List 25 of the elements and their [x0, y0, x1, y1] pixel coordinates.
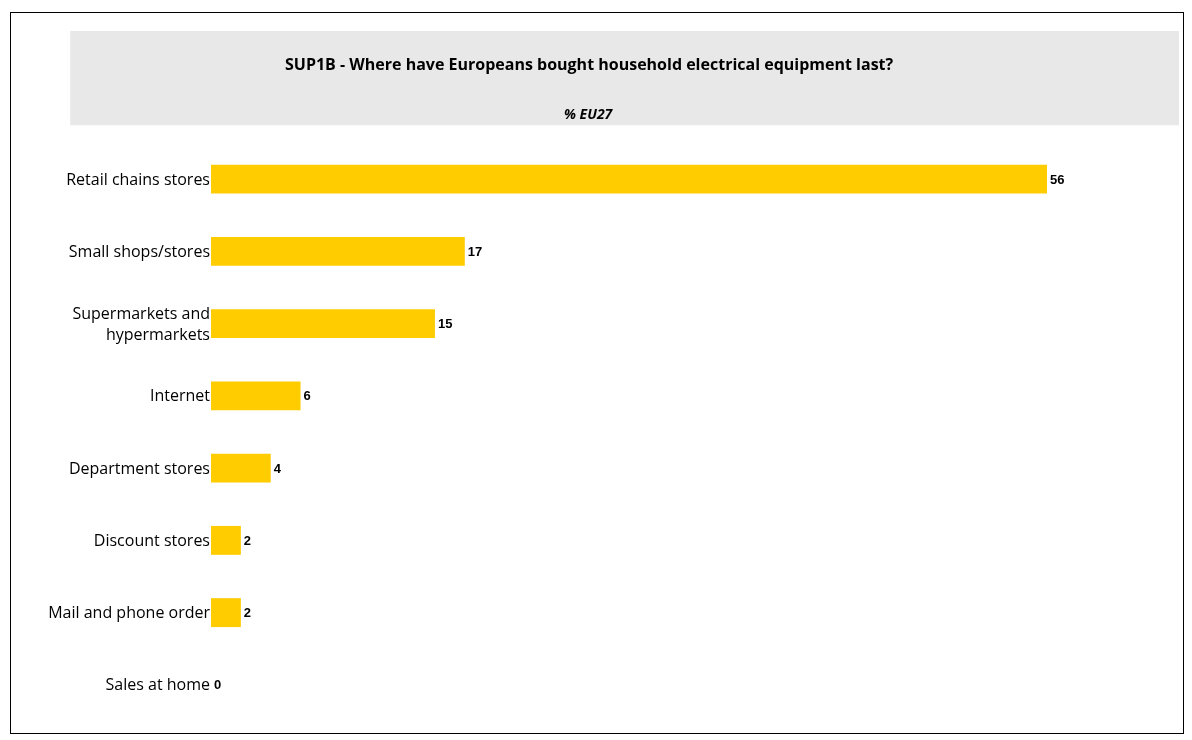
data-label: 4: [273, 460, 282, 476]
chart-subtitle: % EU27: [564, 104, 614, 123]
chart-title: SUP1B - Where have Europeans bought household electrical equipment last?: [285, 53, 894, 75]
bar: [211, 453, 271, 483]
y-tick-label: Supermarkets and hypermarkets: [72, 301, 210, 345]
data-label: 6: [303, 388, 311, 404]
data-label: 0: [214, 677, 222, 693]
data-label: 56: [1050, 171, 1065, 187]
y-tick-label: Sales at home: [105, 673, 211, 696]
y-tick-label: Mail and phone order: [48, 601, 211, 624]
bar: [211, 381, 301, 411]
y-tick-label: Discount stores: [93, 528, 210, 551]
bar: [211, 236, 465, 266]
y-tick-label: Retail chains stores: [66, 167, 210, 190]
data-label: 2: [243, 532, 252, 548]
data-label: 17: [467, 243, 483, 259]
y-tick-label: Small shops/stores: [68, 239, 210, 262]
bar: [211, 598, 241, 628]
data-label: 2: [243, 605, 252, 621]
y-tick-label: Department stores: [68, 456, 210, 479]
data-label: 15: [437, 316, 453, 332]
bar: [211, 525, 241, 555]
bar: [211, 309, 435, 339]
y-tick-label: Internet: [149, 384, 211, 407]
bar: [211, 164, 1047, 194]
